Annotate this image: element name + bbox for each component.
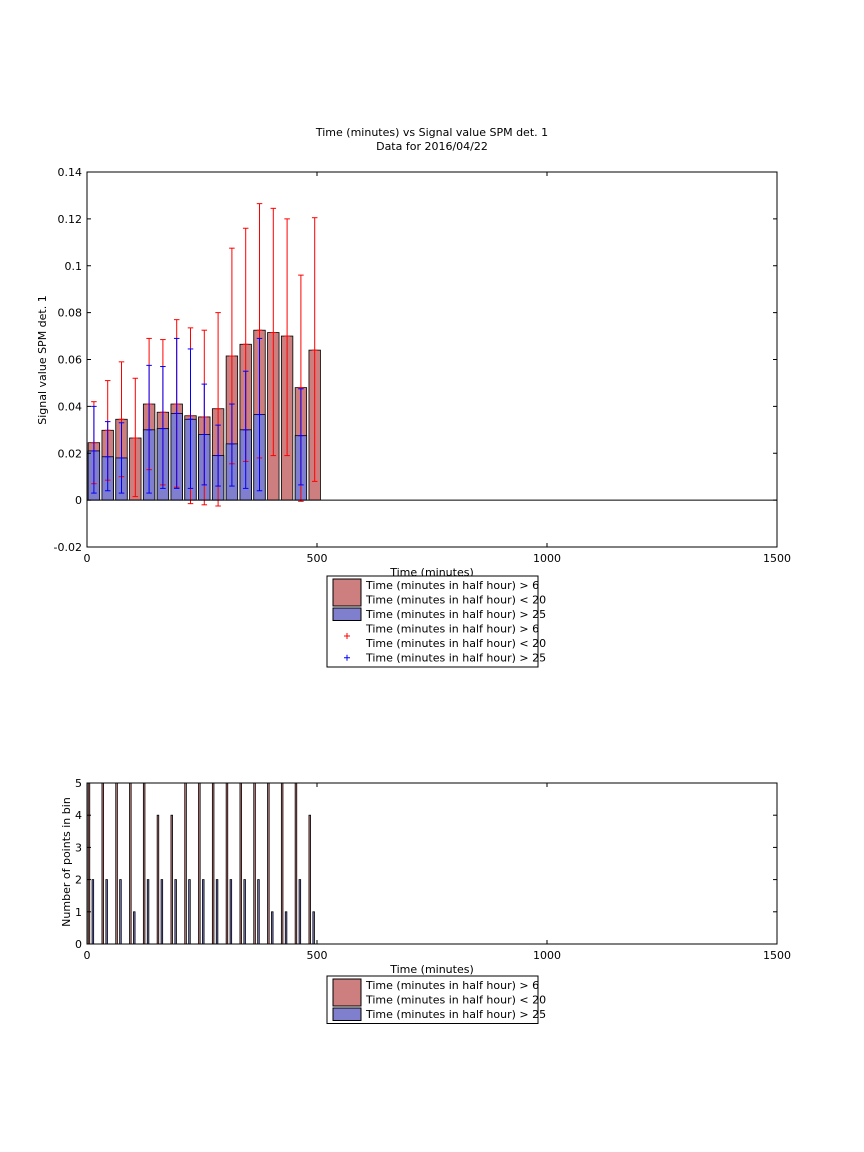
- y-tick-label: 4: [75, 809, 82, 822]
- bar: [160, 879, 164, 945]
- bar: [284, 911, 288, 945]
- y-axis-label: Number of points in bin: [60, 797, 73, 927]
- legend-label: Time (minutes in half hour) > 6: [365, 979, 539, 992]
- bar: [198, 782, 201, 945]
- legend-label: Time (minutes in half hour) > 25: [365, 652, 546, 665]
- x-tick-label: 500: [307, 552, 328, 565]
- bar: [170, 814, 173, 945]
- y-tick-label: 3: [75, 841, 82, 854]
- y-tick-label: 0.12: [58, 213, 83, 226]
- x-tick-label: 1500: [763, 552, 791, 565]
- y-tick-label: -0.02: [54, 541, 82, 554]
- y-axis-ticks: 0 1 2 3 4 5: [75, 777, 777, 951]
- bar: [174, 879, 177, 945]
- legend-label: Time (minutes in half hour) < 20: [365, 594, 546, 607]
- legend-label: Time (minutes in half hour) > 25: [365, 1008, 546, 1021]
- y-tick-label: 0.14: [58, 166, 83, 179]
- y-tick-label: 2: [75, 874, 82, 887]
- x-tick-label: 500: [307, 949, 328, 962]
- bar: [312, 911, 315, 945]
- bar: [101, 782, 104, 945]
- legend-label: Time (minutes in half hour) > 6: [365, 623, 539, 636]
- legend-swatch: [332, 607, 362, 621]
- x-axis-ticks: 0 500 1000 1500: [84, 172, 791, 565]
- y-tick-label: 0.06: [58, 354, 83, 367]
- chart-title: Time (minutes) vs Signal value SPM det. …: [315, 126, 548, 139]
- bar: [156, 814, 160, 945]
- chart-subtitle: Data for 2016/04/22: [376, 140, 488, 153]
- axes-box: [86, 782, 778, 945]
- bar: [188, 879, 191, 945]
- y-axis-label: Signal value SPM det. 1: [36, 295, 49, 425]
- bar: [87, 782, 91, 945]
- x-tick-label: 1000: [533, 949, 561, 962]
- x-tick-label: 1000: [533, 552, 561, 565]
- bar: [229, 879, 233, 945]
- y-tick-label: 0: [75, 938, 82, 951]
- x-tick-label: 1500: [763, 949, 791, 962]
- legend-label: Time (minutes in half hour) > 6: [365, 579, 539, 592]
- bar: [253, 782, 256, 945]
- y-tick-label: 0.1: [65, 260, 83, 273]
- bar: [267, 782, 270, 945]
- x-tick-label: 0: [84, 552, 91, 565]
- bar: [202, 879, 205, 945]
- bar: [115, 782, 118, 945]
- legend-label: Time (minutes in half hour) < 20: [365, 637, 546, 650]
- legend-box: [326, 975, 539, 1024]
- y-tick-label: 0: [75, 494, 82, 507]
- bar: [211, 782, 215, 945]
- legend: Time (minutes in half hour) > 6 Time (min…: [326, 975, 546, 1024]
- bar: [308, 814, 311, 945]
- legend-label: Time (minutes in half hour) < 20: [365, 994, 546, 1007]
- bar: [119, 879, 122, 945]
- y-tick-label: 1: [75, 906, 82, 919]
- bar: [280, 782, 284, 945]
- bar: [298, 879, 302, 945]
- legend-label: Time (minutes in half hour) > 25: [365, 608, 546, 621]
- x-axis-ticks: 0 500 1000 1500: [84, 783, 791, 962]
- bar: [133, 911, 136, 945]
- errorbar-group: [91, 203, 318, 507]
- signal-chart: Time (minutes) vs Signal value SPM det. …: [36, 126, 791, 668]
- bar: [105, 879, 108, 945]
- count-chart: 0 500 1000 1500 0 1 2 3 4 5 Time (minutes) Numbe…: [60, 777, 791, 1024]
- bar: [294, 782, 298, 945]
- legend-box: [326, 575, 539, 668]
- y-tick-label: 0.08: [58, 307, 83, 320]
- bar: [225, 782, 229, 945]
- legend-swatch: [332, 1007, 362, 1021]
- bar: [91, 879, 95, 945]
- bar: [271, 911, 274, 945]
- bar: [239, 782, 242, 945]
- bar: [184, 782, 187, 945]
- y-axis-ticks: -0.02 0 0.02 0.04 0.06 0.08 0.1 0.12 0.14: [54, 166, 777, 554]
- bar: [215, 879, 219, 945]
- bar: [146, 879, 150, 945]
- x-tick-label: 0: [84, 949, 91, 962]
- x-axis-label: Time (minutes): [389, 963, 474, 976]
- y-tick-label: 0.04: [58, 400, 83, 413]
- legend-swatch: [332, 578, 362, 607]
- bar: [257, 879, 260, 945]
- y-tick-label: 0.02: [58, 447, 83, 460]
- bar: [243, 879, 246, 945]
- legend-swatch: [332, 978, 362, 1007]
- bar: [142, 782, 146, 945]
- bar: [129, 782, 132, 945]
- y-tick-label: 5: [75, 777, 82, 790]
